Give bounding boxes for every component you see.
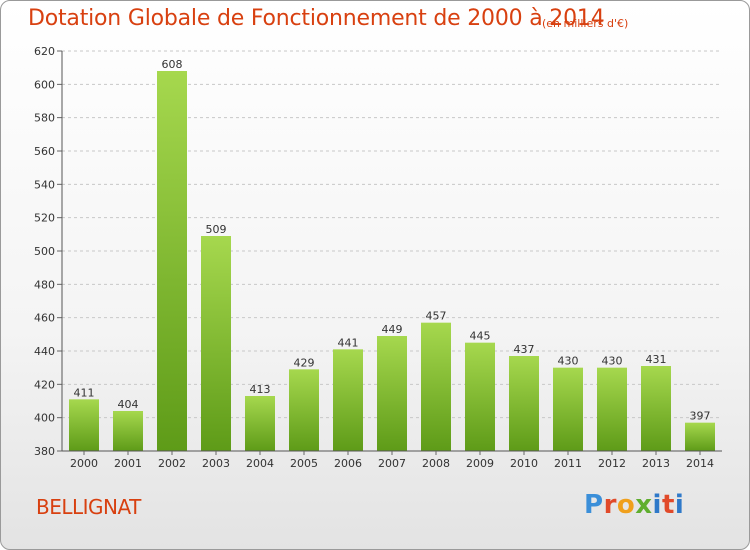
x-tick-label: 2000 bbox=[70, 457, 98, 470]
bar bbox=[597, 367, 627, 451]
y-tick-label: 580 bbox=[34, 112, 55, 125]
y-tick-label: 620 bbox=[34, 45, 55, 58]
y-tick-label: 460 bbox=[34, 312, 55, 325]
logo-letter: x bbox=[635, 490, 653, 520]
logo-letter: i bbox=[674, 490, 685, 520]
bar bbox=[685, 422, 715, 451]
y-tick-label: 400 bbox=[34, 412, 55, 425]
x-tick-label: 2006 bbox=[334, 457, 362, 470]
data-label: 431 bbox=[646, 353, 667, 366]
data-label: 404 bbox=[118, 398, 139, 411]
bar bbox=[245, 396, 275, 451]
bar bbox=[641, 366, 671, 451]
data-label: 397 bbox=[690, 410, 711, 423]
bar bbox=[157, 71, 187, 451]
data-label: 608 bbox=[162, 58, 183, 71]
bar bbox=[509, 356, 539, 451]
x-tick-label: 2008 bbox=[422, 457, 450, 470]
logo-letter: r bbox=[603, 490, 617, 520]
data-label: 445 bbox=[470, 330, 491, 343]
bar bbox=[421, 322, 451, 451]
y-tick-label: 440 bbox=[34, 345, 55, 358]
data-label: 449 bbox=[382, 323, 403, 336]
chart-title: Dotation Globale de Fonctionnement de 20… bbox=[28, 6, 605, 31]
x-tick-label: 2005 bbox=[290, 457, 318, 470]
y-tick-label: 480 bbox=[34, 278, 55, 291]
bar bbox=[113, 411, 143, 451]
data-label: 457 bbox=[426, 310, 447, 323]
place-name: BELLIGNAT bbox=[36, 495, 141, 519]
x-tick-label: 2002 bbox=[158, 457, 186, 470]
data-label: 509 bbox=[206, 223, 227, 236]
chart-unit: (en milliers d'€) bbox=[542, 17, 629, 30]
logo-letter: o bbox=[616, 490, 636, 520]
data-label: 411 bbox=[74, 386, 95, 399]
bar bbox=[333, 349, 363, 451]
y-tick-label: 500 bbox=[34, 245, 55, 258]
x-tick-label: 2013 bbox=[642, 457, 670, 470]
y-tick-label: 520 bbox=[34, 212, 55, 225]
bar bbox=[377, 336, 407, 451]
bar bbox=[69, 399, 99, 451]
logo-letter: i bbox=[652, 490, 662, 520]
proxiti-logo[interactable]: Proxiti bbox=[584, 490, 684, 520]
x-tick-label: 2014 bbox=[686, 457, 714, 470]
bar bbox=[201, 236, 231, 451]
y-tick-label: 380 bbox=[34, 445, 55, 458]
x-tick-label: 2007 bbox=[378, 457, 406, 470]
data-label: 430 bbox=[558, 355, 579, 368]
data-label: 429 bbox=[294, 356, 315, 369]
logo-letter: t bbox=[661, 490, 675, 520]
y-tick-label: 420 bbox=[34, 378, 55, 391]
bar bbox=[289, 369, 319, 451]
bar bbox=[465, 342, 495, 451]
y-tick-label: 600 bbox=[34, 78, 55, 91]
logo-letter: P bbox=[584, 490, 604, 520]
x-tick-label: 2012 bbox=[598, 457, 626, 470]
x-tick-label: 2004 bbox=[246, 457, 274, 470]
bar bbox=[553, 367, 583, 451]
x-tick-label: 2010 bbox=[510, 457, 538, 470]
y-tick-label: 540 bbox=[34, 178, 55, 191]
data-label: 413 bbox=[250, 383, 271, 396]
x-tick-label: 2001 bbox=[114, 457, 142, 470]
y-tick-label: 560 bbox=[34, 145, 55, 158]
x-tick-label: 2003 bbox=[202, 457, 230, 470]
x-tick-label: 2009 bbox=[466, 457, 494, 470]
data-label: 441 bbox=[338, 336, 359, 349]
data-label: 430 bbox=[602, 355, 623, 368]
data-label: 437 bbox=[514, 343, 535, 356]
x-tick-label: 2011 bbox=[554, 457, 582, 470]
